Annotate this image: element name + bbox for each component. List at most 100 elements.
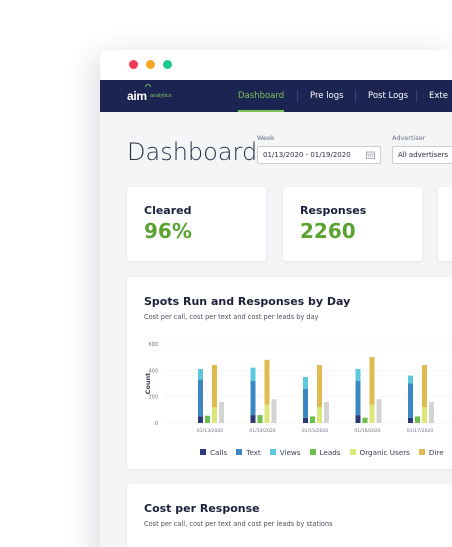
x-tick-label: 01/13/2020	[197, 428, 224, 434]
legend-label: Text	[246, 448, 261, 457]
bar-views	[250, 367, 256, 381]
bar-text	[303, 388, 308, 418]
bar-leads	[257, 415, 263, 423]
nav-divider	[416, 90, 417, 102]
advertiser-value: All advertisers	[398, 151, 449, 159]
legend-label: Leads	[319, 448, 341, 457]
chart-card-cost-per-response: Cost per Response Cost per call, cost pe…	[127, 484, 452, 547]
legend-swatch	[418, 449, 425, 455]
browser-window: aim analytics Dashboard Pre logs Post Lo…	[100, 50, 452, 547]
legend-label: Dire	[428, 448, 444, 457]
bar-dire	[369, 357, 375, 405]
chart-subtitle: Cost per call, cost per text and cost pe…	[144, 520, 333, 528]
bar-calls	[198, 416, 203, 423]
minimize-window-button[interactable]	[146, 60, 155, 69]
bar-organic-users	[422, 407, 427, 423]
bar-dire	[422, 365, 427, 408]
week-date-range-input[interactable]: 01/13/2020 - 01/19/2020	[257, 146, 381, 164]
stat-card-cleared: Cleared 96%	[127, 187, 266, 261]
bar-unlabeled	[376, 399, 382, 423]
bar-dire	[212, 365, 217, 408]
stat-title: Responses	[300, 204, 367, 217]
bar-text	[250, 380, 256, 416]
y-axis-label: Count	[144, 373, 152, 395]
maximize-window-button[interactable]	[163, 60, 172, 69]
bar-unlabeled	[271, 399, 277, 423]
nav-divider	[355, 90, 356, 102]
bar-calls	[303, 417, 308, 423]
chart-title: Spots Run and Responses by Day	[144, 295, 351, 308]
calendar-icon[interactable]	[366, 151, 375, 159]
logo-mark: aim	[127, 89, 147, 103]
stat-value: 96%	[144, 219, 192, 243]
legend-label: Organic Users	[359, 448, 410, 457]
chart-subtitle: Cost per call, cost per text and cost pe…	[144, 313, 319, 321]
legend-item[interactable]: Leads	[309, 448, 341, 457]
nav-item-pre-logs[interactable]: Pre logs	[310, 91, 344, 101]
bar-text	[198, 379, 203, 417]
x-tick-label: 01/14/2020	[249, 428, 276, 434]
bar-leads	[415, 416, 420, 423]
y-tick-label: 400	[148, 368, 158, 374]
bar-organic-users	[264, 404, 270, 423]
bar-unlabeled	[219, 401, 224, 423]
legend-swatch	[200, 449, 206, 455]
page-title: Dashboard	[127, 138, 258, 166]
window-titlebar	[100, 50, 452, 80]
legend-swatch	[349, 449, 356, 455]
chart-legend: Calls Text Views Leads Organic Users Dire	[200, 448, 452, 458]
bar-organic-users	[317, 407, 322, 423]
bar-organic-users	[369, 404, 375, 423]
legend-item[interactable]: Organic Users	[349, 448, 410, 457]
nav-divider	[297, 90, 298, 102]
bar-views	[408, 375, 413, 384]
x-tick-label: 01/15/2020	[302, 428, 329, 434]
bar-views	[355, 369, 361, 381]
bar-calls	[250, 415, 256, 423]
bar-unlabeled	[429, 401, 434, 423]
bar-dire	[264, 359, 270, 405]
nav-item-post-logs[interactable]: Post Logs	[368, 91, 409, 101]
legend-swatch	[236, 449, 243, 455]
bar-organic-users	[212, 407, 217, 423]
bar-calls	[408, 417, 413, 423]
bar-unlabeled	[324, 401, 329, 423]
week-value: 01/13/2020 - 01/19/2020	[263, 151, 351, 159]
top-navbar: aim analytics Dashboard Pre logs Post Lo…	[100, 80, 452, 112]
bar-leads	[310, 416, 315, 423]
week-label: Week	[257, 134, 275, 142]
nav-item-external[interactable]: Exte	[429, 91, 448, 101]
bar-calls	[355, 415, 361, 423]
advertiser-label: Advertiser	[392, 134, 426, 142]
legend-label: Calls	[210, 448, 228, 457]
nav-item-dashboard[interactable]: Dashboard	[238, 80, 285, 112]
legend-swatch	[309, 449, 316, 455]
logo-subtitle: analytics	[150, 93, 172, 99]
bar-views	[198, 369, 203, 380]
legend-item[interactable]: Calls	[200, 448, 227, 457]
y-tick-label: 600	[148, 342, 158, 348]
legend-item[interactable]: Text	[236, 448, 261, 457]
bar-views	[303, 376, 308, 389]
legend-item[interactable]: Views	[269, 448, 301, 457]
stat-card-responses: Responses 2260	[283, 187, 422, 261]
chart-card-spots-responses: Spots Run and Responses by Day Cost per …	[127, 277, 452, 469]
stat-card-partial	[438, 187, 452, 261]
close-window-button[interactable]	[129, 60, 138, 69]
y-tick-label: 0	[155, 421, 158, 427]
bar-text	[355, 380, 361, 416]
x-tick-label: 01/16/2020	[354, 428, 381, 434]
bar-dire	[317, 365, 322, 408]
spots-responses-bar-chart: 0 200 400 600 Count 01/13/2020 01/14/2020 01/15…	[144, 342, 452, 434]
advertiser-select[interactable]: All advertisers	[392, 146, 452, 164]
stat-value: 2260	[300, 219, 356, 243]
bar-leads	[205, 415, 210, 423]
bar-text	[408, 383, 413, 418]
x-tick-label: 01/17/2020	[407, 428, 434, 434]
legend-swatch	[269, 449, 276, 455]
legend-label: Views	[279, 448, 301, 457]
legend-item[interactable]: Dire	[418, 448, 444, 457]
chart-title: Cost per Response	[144, 502, 260, 515]
bar-leads	[362, 417, 368, 423]
stat-title: Cleared	[144, 204, 192, 217]
